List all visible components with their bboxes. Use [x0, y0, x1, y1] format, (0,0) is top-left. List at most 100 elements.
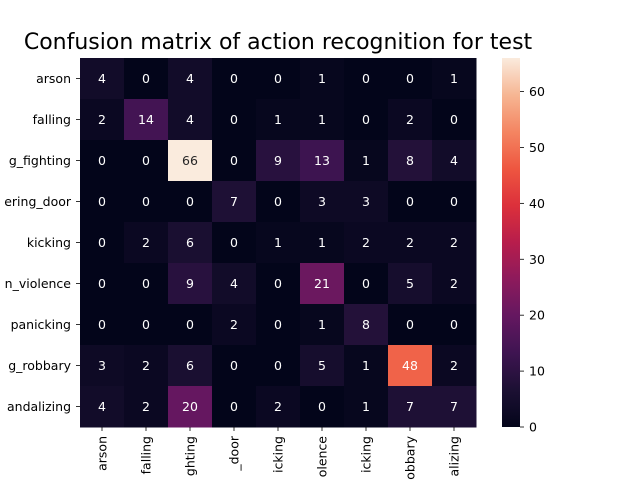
- cell-value-label: 1: [362, 358, 370, 373]
- cell-value-label: 2: [406, 235, 414, 250]
- col-tick-label: obbary: [403, 435, 418, 479]
- cell-value-label: 8: [362, 317, 370, 332]
- heatmap-cell: [80, 140, 125, 182]
- heatmap-cell: [212, 263, 257, 305]
- col-tick-label: ghting: [183, 436, 198, 476]
- cell-value-label: 1: [318, 317, 326, 332]
- heatmap-cell: [80, 304, 125, 346]
- heatmap-cell: [212, 99, 257, 141]
- cell-value-label: 4: [450, 153, 458, 168]
- cell-value-label: 2: [142, 235, 150, 250]
- cell-value-label: 0: [362, 276, 370, 291]
- cell-value-label: 2: [450, 358, 458, 373]
- row-tick-label: andalizing: [7, 399, 71, 414]
- heatmap-cell: [344, 263, 389, 305]
- row-tick-label: panicking: [11, 317, 71, 332]
- cell-value-label: 0: [450, 194, 458, 209]
- heatmap-cell: [388, 386, 433, 428]
- heatmap-cell: [256, 304, 301, 346]
- cell-value-label: 9: [186, 276, 194, 291]
- heatmap-cell: [300, 222, 345, 264]
- cell-value-label: 14: [138, 112, 154, 127]
- cell-value-label: 0: [142, 153, 150, 168]
- cell-value-label: 0: [98, 194, 106, 209]
- heatmap-cell: [300, 386, 345, 428]
- cell-value-label: 3: [98, 358, 106, 373]
- heatmap-cell: [124, 140, 169, 182]
- cell-value-label: 2: [450, 235, 458, 250]
- heatmap-cell: [80, 386, 125, 428]
- heatmap-cell: [344, 345, 389, 387]
- cell-value-label: 0: [142, 276, 150, 291]
- cell-value-label: 0: [362, 112, 370, 127]
- heatmap-cell: [124, 345, 169, 387]
- cell-value-label: 0: [230, 71, 238, 86]
- cell-value-label: 0: [406, 194, 414, 209]
- heatmap-cell: [388, 58, 433, 100]
- heatmap-cell: [168, 263, 213, 305]
- heatmap-cell: [344, 386, 389, 428]
- cell-value-label: 0: [98, 235, 106, 250]
- cell-value-label: 6: [186, 358, 194, 373]
- heatmap-cell: [124, 58, 169, 100]
- cell-value-label: 0: [142, 71, 150, 86]
- heatmap-cell: [212, 140, 257, 182]
- cell-value-label: 0: [274, 317, 282, 332]
- cell-value-label: 0: [98, 153, 106, 168]
- heatmap-cell: [300, 58, 345, 100]
- heatmap-cell: [344, 222, 389, 264]
- heatmap-cell: [344, 99, 389, 141]
- cell-value-label: 66: [182, 153, 198, 168]
- heatmap-cell: [80, 181, 125, 223]
- cell-value-label: 0: [230, 358, 238, 373]
- heatmap-cell: [432, 222, 477, 264]
- cell-value-label: 1: [274, 112, 282, 127]
- heatmap-cell: [256, 99, 301, 141]
- heatmap-cell: [432, 263, 477, 305]
- cell-value-label: 0: [318, 399, 326, 414]
- heatmap-cell: [212, 304, 257, 346]
- heatmap-cell: [212, 58, 257, 100]
- cell-value-label: 9: [274, 153, 282, 168]
- heatmap-cell: [256, 181, 301, 223]
- cell-value-label: 0: [230, 153, 238, 168]
- cell-value-label: 1: [450, 71, 458, 86]
- cell-value-label: 7: [230, 194, 238, 209]
- heatmap-cell: [300, 345, 345, 387]
- cell-value-label: 4: [98, 71, 106, 86]
- col-tick-label: icking: [271, 436, 286, 473]
- col-tick-label: icking: [359, 436, 374, 473]
- cell-value-label: 2: [450, 276, 458, 291]
- cell-value-label: 0: [274, 194, 282, 209]
- col-tick-label: arson: [95, 436, 110, 471]
- cell-value-label: 0: [274, 71, 282, 86]
- heatmap-cell: [124, 181, 169, 223]
- heatmap-cell: [388, 181, 433, 223]
- cell-value-label: 13: [314, 153, 330, 168]
- cell-value-label: 2: [142, 358, 150, 373]
- cell-value-label: 0: [450, 112, 458, 127]
- cell-value-label: 0: [230, 235, 238, 250]
- heatmap-cell: [432, 345, 477, 387]
- heatmap-cell: [432, 140, 477, 182]
- cell-value-label: 0: [406, 71, 414, 86]
- cell-value-label: 21: [314, 276, 330, 291]
- cell-value-label: 0: [450, 317, 458, 332]
- heatmap-cell: [432, 58, 477, 100]
- heatmap-cell: [432, 304, 477, 346]
- heatmap-cell: [256, 345, 301, 387]
- cell-value-label: 1: [318, 71, 326, 86]
- col-tick-labels: arson falling ghting _door icking olence ickin…: [95, 427, 462, 480]
- col-tick-label: falling: [139, 436, 154, 474]
- heatmap-cell: [256, 386, 301, 428]
- heatmap-cell: [256, 263, 301, 305]
- heatmap-cell: [80, 263, 125, 305]
- heatmap-cell: [124, 222, 169, 264]
- heatmap-cell: [212, 222, 257, 264]
- heatmap-cells: 4 0 4 0 0 1 0 0 12 14 4 0 1 1 0 2 00 0 66 0 9 13 1 8 40 0 0 7 0 3 3 0 00…: [80, 58, 477, 428]
- cell-value-label: 1: [362, 399, 370, 414]
- colorbar-tick-label: 50: [529, 140, 545, 155]
- cell-value-label: 4: [98, 399, 106, 414]
- colorbar-tick-label: 0: [529, 420, 537, 435]
